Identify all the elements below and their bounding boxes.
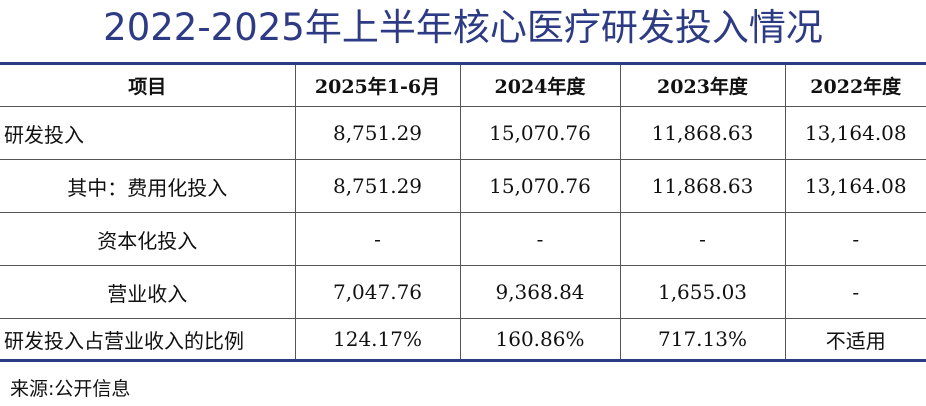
title: 2022-2025年上半年核心医疗研发投入情况 — [103, 6, 823, 49]
table-cell: 9,368.84 — [459, 265, 621, 319]
table-row: 其中：费用化投入 8,751.29 15,070.76 11,868.63 13,164… — [0, 159, 926, 213]
row-label: 研发投入占营业收入的比例 — [0, 318, 296, 361]
column-header: 2023年度 — [619, 63, 786, 107]
table-cell: - — [619, 212, 786, 266]
row-label: 资本化投入 — [0, 212, 296, 266]
table-cell: 8,751.29 — [294, 106, 461, 160]
table-cell: 13,164.08 — [784, 159, 926, 213]
table-cell: - — [294, 212, 461, 266]
table-cell: 124.17% — [294, 318, 461, 361]
table-cell: 15,070.76 — [459, 106, 621, 160]
table-cell: 11,868.63 — [619, 159, 786, 213]
row-label: 营业收入 — [0, 265, 296, 319]
table-cell: 不适用 — [784, 318, 926, 361]
table-row: 研发投入 8,751.29 15,070.76 11,868.63 13,164.08 — [0, 106, 926, 160]
table-cell: 1,655.03 — [619, 265, 786, 319]
column-header: 2024年度 — [459, 63, 621, 107]
table-cell: 7,047.76 — [294, 265, 461, 319]
data-table: 项目 2025年1-6月 2024年度 2023年度 2022年度 研发投入 8,751.… — [0, 62, 926, 362]
table-body: 研发投入 8,751.29 15,070.76 11,868.63 13,164.08 其… — [0, 106, 926, 361]
table-row: 研发投入占营业收入的比例 124.17% 160.86% 717.13% 不适用 — [0, 318, 926, 361]
table-cell: - — [459, 212, 621, 266]
column-header: 项目 — [0, 63, 296, 107]
column-header: 2025年1-6月 — [294, 63, 461, 107]
row-label: 其中：费用化投入 — [0, 159, 296, 213]
table-cell: 15,070.76 — [459, 159, 621, 213]
row-label: 研发投入 — [0, 106, 296, 160]
table-cell: - — [784, 212, 926, 266]
table-row: 资本化投入 - - - - — [0, 212, 926, 266]
column-header: 2022年度 — [784, 63, 926, 107]
table-cell: 11,868.63 — [619, 106, 786, 160]
header-row: 项目 2025年1-6月 2024年度 2023年度 2022年度 — [0, 63, 926, 107]
source-note: 来源:公开信息 — [10, 378, 131, 400]
table-row: 营业收入 7,047.76 9,368.84 1,655.03- — [0, 265, 926, 319]
table-head: 项目 2025年1-6月 2024年度 2023年度 2022年度 — [0, 63, 926, 107]
table-cell: 8,751.29 — [294, 159, 461, 213]
table-cell: - — [784, 265, 926, 319]
table-cell: 13,164.08 — [784, 106, 926, 160]
table-cell: 160.86% — [459, 318, 621, 361]
table-cell: 717.13% — [619, 318, 786, 361]
